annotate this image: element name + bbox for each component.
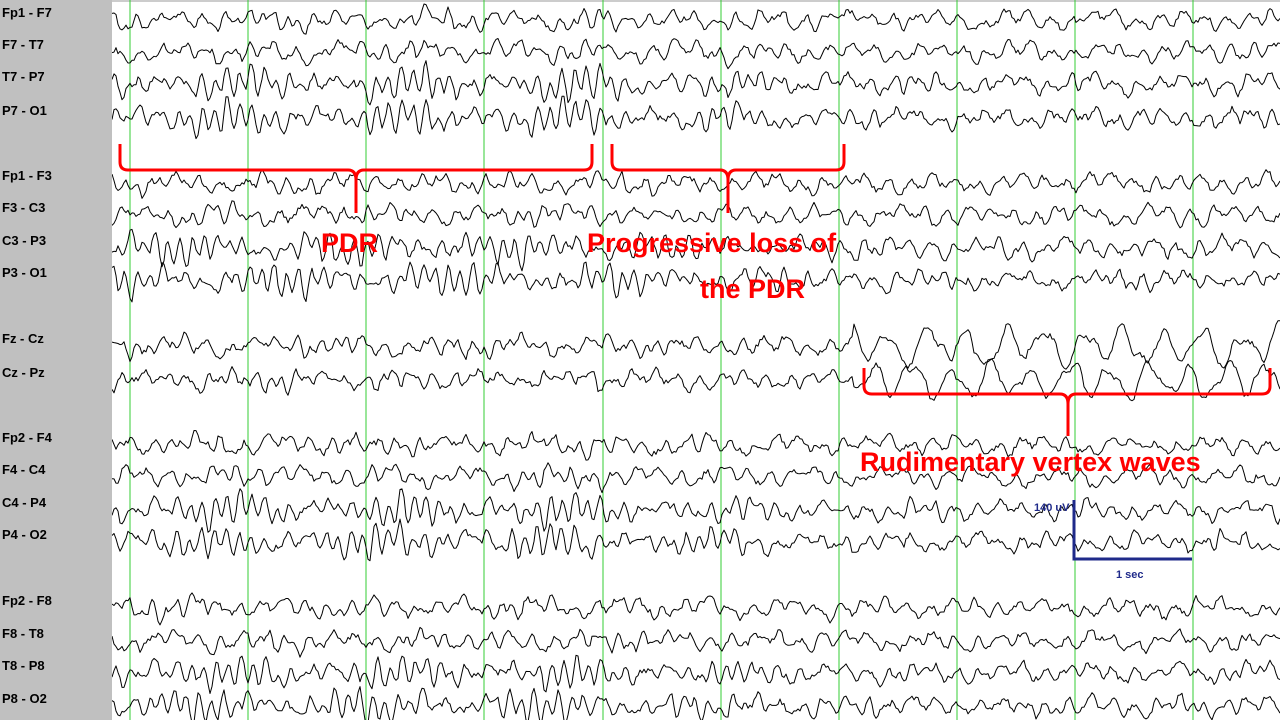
eeg-trace xyxy=(112,95,1280,140)
channel-label: T7 - P7 xyxy=(2,69,45,84)
eeg-trace xyxy=(112,3,1280,35)
channel-label: Cz - Pz xyxy=(2,365,45,380)
progressive-loss-label-line1: Progressive loss of xyxy=(587,228,837,258)
channel-label: Fp1 - F7 xyxy=(2,5,52,20)
eeg-trace xyxy=(112,430,1280,461)
eeg-trace xyxy=(112,228,1280,272)
eeg-trace xyxy=(112,200,1280,229)
calibration-bar xyxy=(1072,500,1192,561)
vertex-waves-label: Rudimentary vertex waves xyxy=(860,447,1201,477)
annotation-brackets xyxy=(118,144,1272,436)
channel-label: C3 - P3 xyxy=(2,233,47,248)
eeg-trace-canvas xyxy=(112,0,1280,720)
channel-label: P7 - O1 xyxy=(2,103,47,118)
eeg-trace xyxy=(112,654,1280,694)
channel-label: F8 - T8 xyxy=(2,626,44,641)
progressive-loss-label-line2: the PDR xyxy=(700,274,806,304)
channel-label: F7 - T7 xyxy=(2,37,44,52)
channel-label: P4 - O2 xyxy=(2,527,47,542)
eeg-plot-area: PDR Progressive loss of the PDR Rudiment… xyxy=(112,0,1280,720)
eeg-trace xyxy=(112,462,1280,494)
calibration-marker xyxy=(1072,500,1192,561)
channel-label: F4 - C4 xyxy=(2,462,46,477)
eeg-trace xyxy=(112,261,1280,303)
eeg-traces xyxy=(112,3,1280,720)
channel-label: Fp1 - F3 xyxy=(2,168,52,183)
eeg-trace xyxy=(112,626,1280,658)
eeg-trace xyxy=(112,60,1280,106)
calibration-time-label: 1 sec xyxy=(1116,569,1144,581)
eeg-trace xyxy=(112,168,1280,199)
pdr-label: PDR xyxy=(321,228,379,258)
calibration-amplitude-label: 140 uV xyxy=(1034,502,1070,514)
channel-label: P3 - O1 xyxy=(2,265,47,280)
channel-label-sidebar: Fp1 - F7 F7 - T7 T7 - P7 P7 - O1 Fp1 - F… xyxy=(0,0,112,720)
eeg-trace xyxy=(112,518,1280,562)
eeg-trace xyxy=(112,38,1280,70)
progressive-loss-bracket xyxy=(610,144,846,213)
channel-label: P8 - O2 xyxy=(2,691,47,706)
channel-label: Fz - Cz xyxy=(2,331,44,346)
channel-label: Fp2 - F4 xyxy=(2,430,52,445)
eeg-trace xyxy=(112,358,1280,402)
eeg-trace xyxy=(112,320,1280,370)
channel-label: C4 - P4 xyxy=(2,495,47,510)
channel-label: T8 - P8 xyxy=(2,658,45,673)
channel-label: Fp2 - F8 xyxy=(2,593,52,608)
vertex-waves-bracket xyxy=(862,368,1272,436)
eeg-trace xyxy=(112,686,1280,720)
time-gridlines xyxy=(129,0,1194,720)
pdr-bracket xyxy=(118,144,594,213)
eeg-trace xyxy=(112,592,1280,626)
channel-label: F3 - C3 xyxy=(2,200,46,215)
eeg-trace xyxy=(112,488,1280,533)
